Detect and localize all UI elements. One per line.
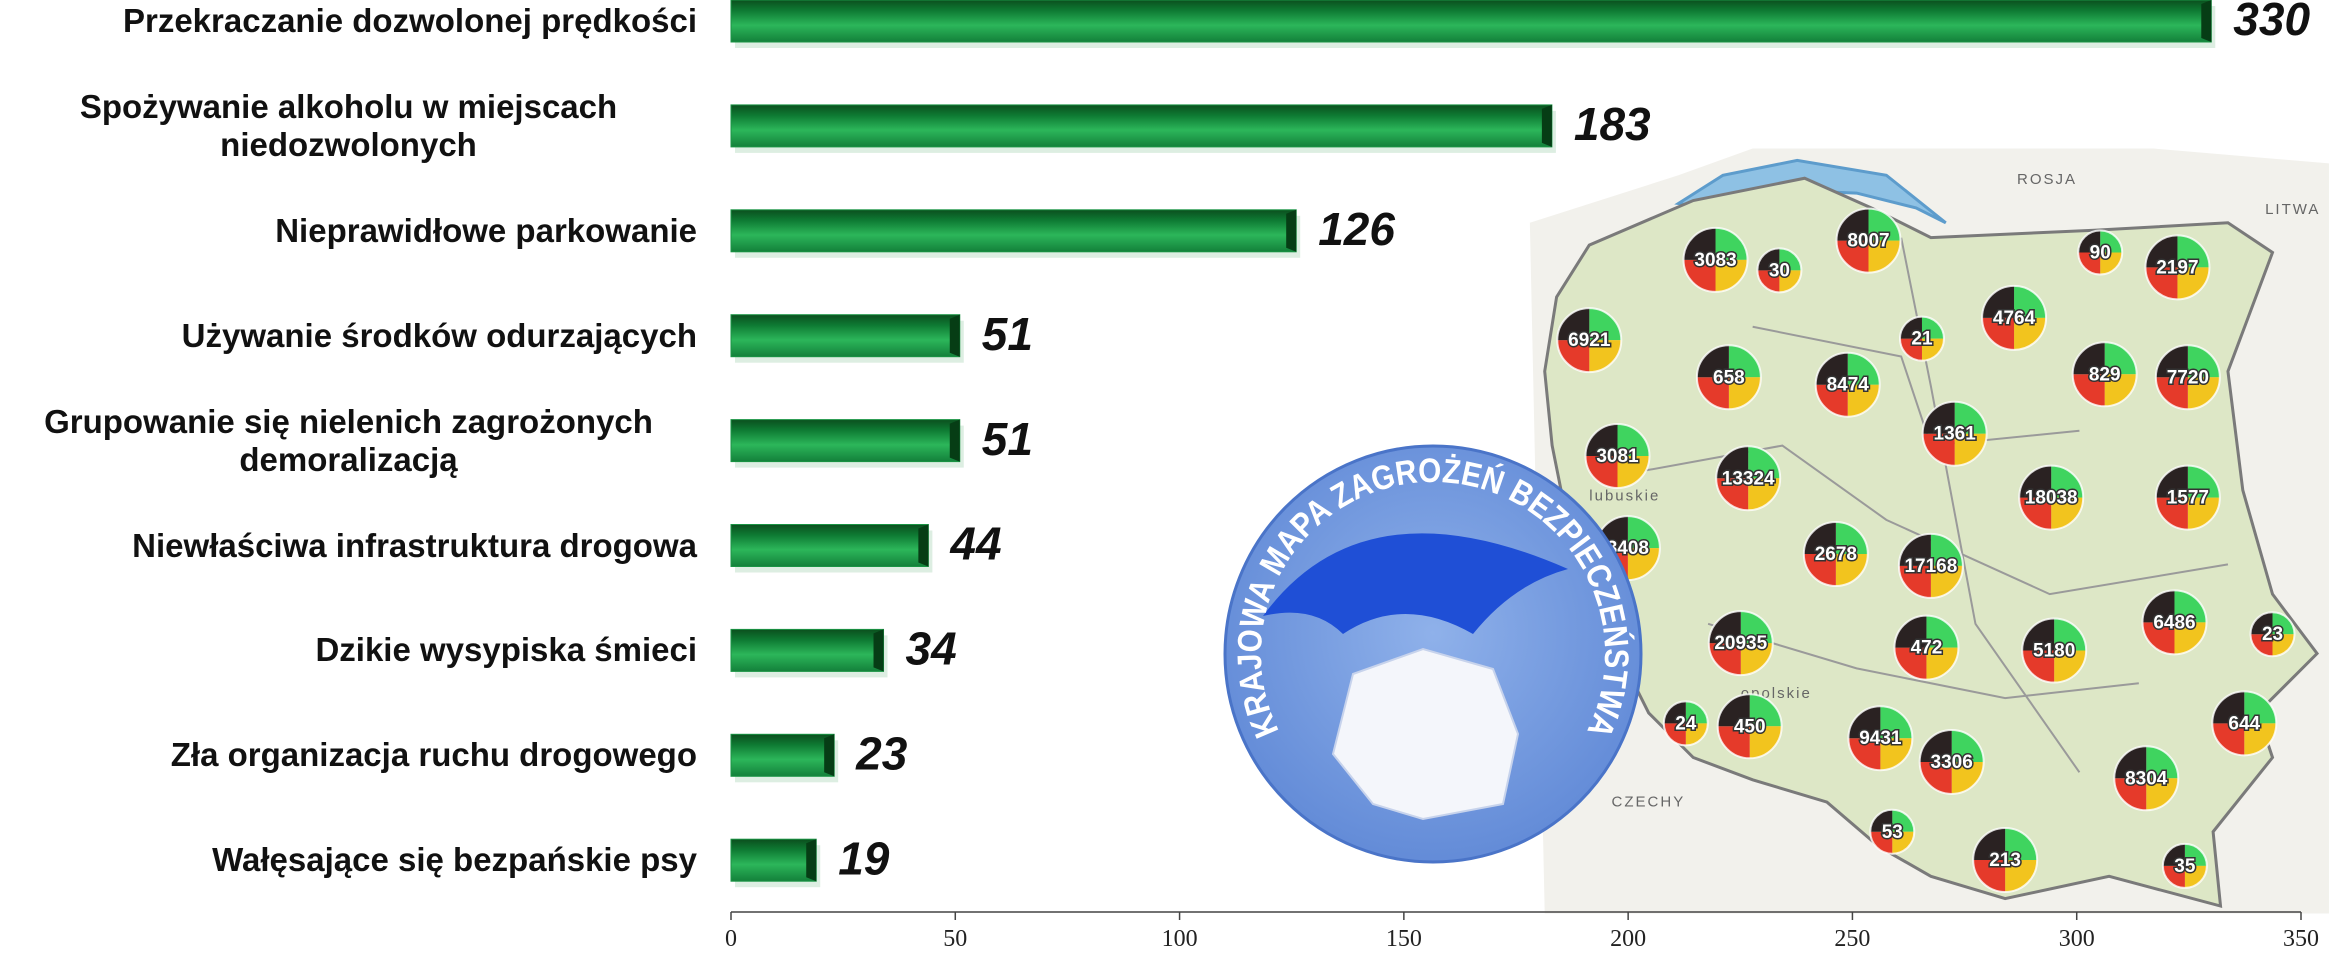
marker-label: 1577 bbox=[2167, 488, 2209, 509]
bar bbox=[731, 525, 928, 567]
marker-label: 20935 bbox=[1714, 633, 1767, 654]
bar bbox=[731, 629, 884, 671]
marker-label: 8007 bbox=[1847, 231, 1889, 252]
marker-label: 3081 bbox=[1596, 446, 1639, 467]
x-tick-label: 200 bbox=[1610, 926, 1646, 952]
marker-label: 21 bbox=[1911, 329, 1933, 350]
marker-label: 450 bbox=[1734, 716, 1766, 737]
x-tick-label: 350 bbox=[2283, 926, 2319, 952]
bar-cap bbox=[2201, 0, 2211, 42]
value-label: 23 bbox=[855, 727, 908, 779]
category-label-box: Nieprawidłowe parkowanie bbox=[275, 212, 697, 250]
place-label: CZECHY bbox=[1612, 794, 1686, 811]
x-tick-label: 250 bbox=[1834, 926, 1870, 952]
marker-label: 472 bbox=[1911, 638, 1943, 659]
value-label: 51 bbox=[982, 308, 1033, 360]
bar-cap bbox=[806, 839, 816, 881]
value-label: 19 bbox=[838, 832, 890, 884]
marker-label: 8304 bbox=[2125, 768, 2168, 789]
bar-cap bbox=[950, 315, 960, 357]
marker-label: 213 bbox=[1989, 850, 2021, 871]
marker-label: 9431 bbox=[1859, 728, 1902, 749]
place-label: LITWA bbox=[2265, 201, 2320, 218]
category-label: Zła organizacja ruchu drogowego bbox=[171, 736, 697, 774]
bar bbox=[731, 734, 834, 776]
marker-label: 90 bbox=[2090, 243, 2111, 264]
marker-label: 30 bbox=[1769, 260, 1790, 281]
x-tick-label: 0 bbox=[725, 926, 737, 952]
category-label-box: Niewłaściwa infrastruktura drogowa bbox=[132, 527, 697, 565]
bar bbox=[731, 0, 2211, 42]
bar-cap bbox=[874, 629, 884, 671]
marker-label: 6921 bbox=[1568, 330, 1611, 351]
logo: KRAJOWA MAPA ZAGROŻEŃ BEZPIECZEŃSTWA bbox=[1225, 446, 1641, 862]
marker-label: 658 bbox=[1713, 367, 1745, 388]
page: ROSJALITWACZECHYlubuskieopolskie30833080… bbox=[0, 0, 2329, 960]
category-label-box: Dzikie wysypiska śmieci bbox=[315, 631, 697, 669]
category-label-box: Grupowanie się nielenich zagrożonych dem… bbox=[0, 403, 697, 479]
map: ROSJALITWACZECHYlubuskieopolskie30833080… bbox=[1530, 149, 2329, 914]
value-label: 126 bbox=[1318, 203, 1395, 255]
x-tick-label: 50 bbox=[943, 926, 967, 952]
bar-cap bbox=[824, 734, 834, 776]
bar bbox=[731, 839, 816, 881]
marker-label: 2678 bbox=[1815, 544, 1857, 565]
x-tick-label: 300 bbox=[2059, 926, 2095, 952]
marker-label: 18038 bbox=[2025, 488, 2078, 509]
bar-cap bbox=[950, 420, 960, 462]
marker-label: 35 bbox=[2174, 856, 2196, 877]
category-label-box: Przekraczanie dozwolonej prędkości bbox=[123, 2, 697, 40]
bar-cap bbox=[918, 525, 928, 567]
x-tick-label: 100 bbox=[1162, 926, 1198, 952]
value-label: 51 bbox=[982, 413, 1033, 465]
category-label: Przekraczanie dozwolonej prędkości bbox=[123, 2, 697, 40]
category-label: Niewłaściwa infrastruktura drogowa bbox=[132, 527, 697, 565]
marker-label: 53 bbox=[1882, 822, 1903, 843]
category-label: Grupowanie się nielenich zagrożonych dem… bbox=[0, 403, 697, 479]
bar bbox=[731, 315, 960, 357]
category-label-box: Używanie środków odurzających bbox=[182, 317, 697, 355]
marker-label: 3306 bbox=[1931, 752, 1973, 773]
bar bbox=[731, 105, 1552, 147]
marker-label: 8474 bbox=[1827, 375, 1870, 396]
place-label: lubuskie bbox=[1589, 488, 1660, 505]
marker-label: 17168 bbox=[1904, 556, 1957, 577]
x-tick-label: 150 bbox=[1386, 926, 1422, 952]
marker-label: 6486 bbox=[2153, 612, 2195, 633]
category-label: Nieprawidłowe parkowanie bbox=[275, 212, 697, 250]
bar bbox=[731, 210, 1296, 252]
value-label: 34 bbox=[906, 623, 957, 675]
place-label: ROSJA bbox=[2017, 171, 2077, 188]
marker-label: 4764 bbox=[1993, 308, 2036, 329]
marker-label: 7720 bbox=[2167, 367, 2209, 388]
category-label: Dzikie wysypiska śmieci bbox=[315, 631, 697, 669]
value-label: 330 bbox=[2233, 0, 2310, 45]
bar bbox=[731, 420, 960, 462]
marker-label: 644 bbox=[2228, 713, 2260, 734]
category-label: Spożywanie alkoholu w miejscach niedozwo… bbox=[0, 88, 697, 164]
bar-cap bbox=[1286, 210, 1296, 252]
marker-label: 2197 bbox=[2156, 257, 2198, 278]
value-label: 44 bbox=[949, 518, 1001, 570]
marker-label: 829 bbox=[2089, 364, 2121, 385]
bar-cap bbox=[1542, 105, 1552, 147]
marker-label: 5180 bbox=[2033, 641, 2075, 662]
category-label-box: Zła organizacja ruchu drogowego bbox=[171, 736, 697, 774]
marker-label: 13324 bbox=[1722, 468, 1775, 489]
marker-label: 23 bbox=[2262, 624, 2283, 645]
marker-label: 3083 bbox=[1694, 250, 1736, 271]
marker-label: 24 bbox=[1675, 713, 1697, 734]
category-label-box: Spożywanie alkoholu w miejscach niedozwo… bbox=[0, 88, 697, 164]
category-label: Wałęsające się bezpańskie psy bbox=[212, 841, 697, 879]
category-label: Używanie środków odurzających bbox=[182, 317, 697, 355]
value-label: 183 bbox=[1574, 98, 1651, 150]
category-label-box: Wałęsające się bezpańskie psy bbox=[212, 841, 697, 879]
marker-label: 1361 bbox=[1934, 424, 1977, 445]
